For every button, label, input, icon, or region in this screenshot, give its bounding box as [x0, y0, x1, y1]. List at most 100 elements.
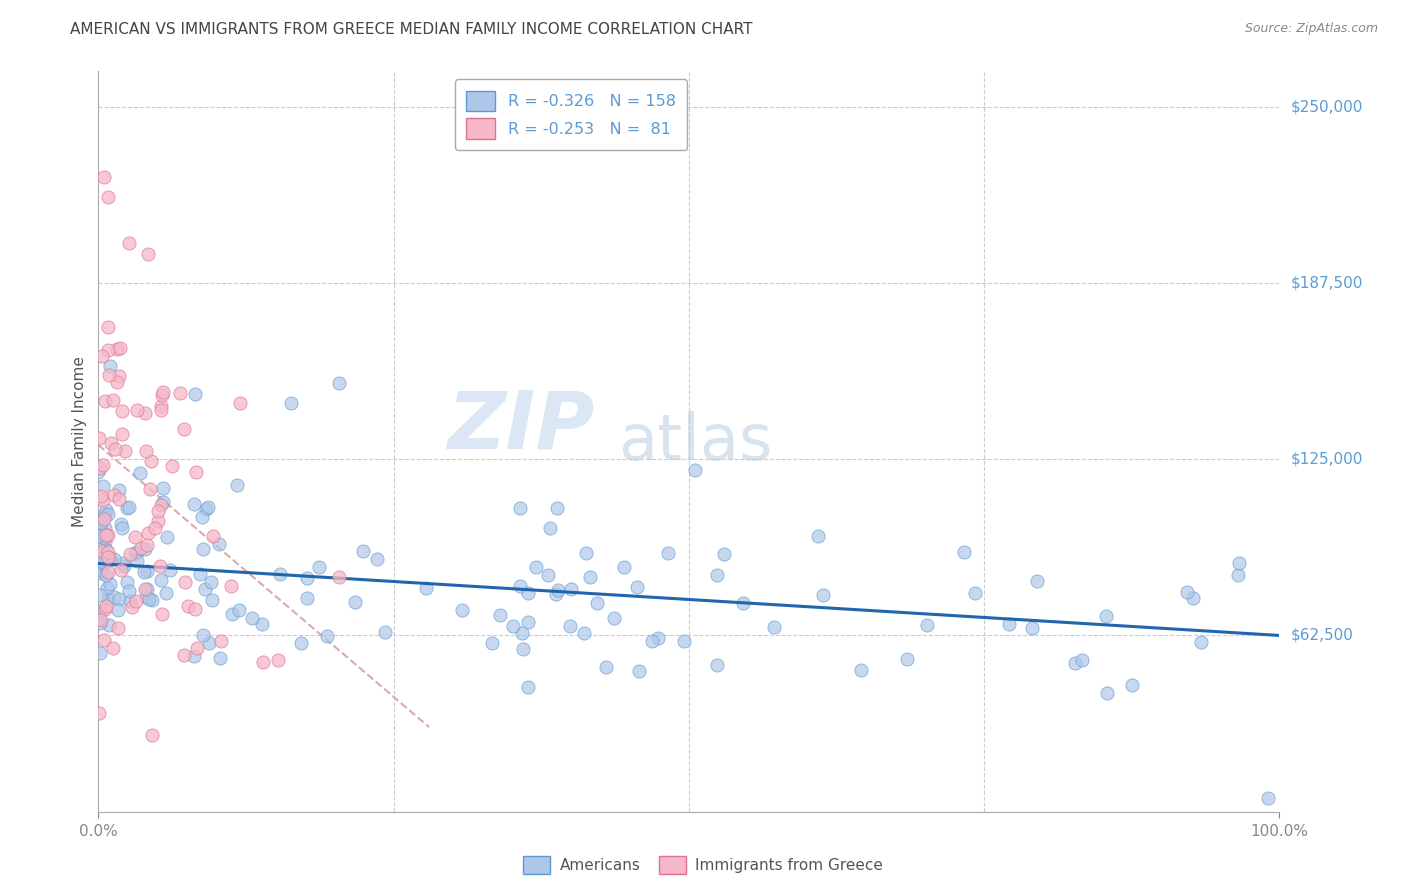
Point	[1095, 686, 1118, 700]
Point	[183, 648, 205, 663]
Point	[152, 481, 174, 495]
Point	[1175, 585, 1198, 599]
Point	[965, 585, 987, 599]
Point	[546, 587, 568, 601]
Point	[117, 501, 139, 516]
Point	[149, 559, 172, 574]
Point	[547, 582, 569, 597]
Point	[89, 556, 111, 570]
Point	[96, 545, 118, 559]
Point	[374, 624, 396, 639]
Text: AMERICAN VS IMMIGRANTS FROM GREECE MEDIAN FAMILY INCOME CORRELATION CHART: AMERICAN VS IMMIGRANTS FROM GREECE MEDIA…	[70, 22, 752, 37]
Point	[111, 404, 134, 418]
Point	[683, 462, 706, 476]
Point	[121, 599, 143, 614]
Point	[118, 547, 141, 561]
Point	[915, 617, 938, 632]
Point	[201, 593, 224, 607]
Point	[129, 467, 152, 481]
Point	[98, 368, 121, 383]
Point	[93, 512, 115, 526]
Point	[160, 458, 183, 473]
Point	[173, 422, 195, 436]
Point	[134, 542, 156, 557]
Point	[97, 550, 120, 565]
Point	[135, 564, 157, 578]
Point	[93, 556, 115, 570]
Text: $187,500: $187,500	[1291, 276, 1362, 291]
Point	[546, 501, 568, 516]
Point	[100, 550, 122, 565]
Point	[194, 582, 217, 596]
Point	[763, 620, 786, 634]
Point	[91, 458, 114, 472]
Point	[108, 369, 131, 384]
Point	[177, 599, 200, 614]
Point	[118, 583, 141, 598]
Point	[94, 599, 117, 613]
Point	[87, 466, 110, 480]
Point	[132, 566, 155, 580]
Point	[481, 635, 503, 649]
Point	[98, 577, 121, 591]
Point	[595, 659, 617, 673]
Point	[657, 546, 679, 560]
Point	[90, 564, 112, 578]
Point	[352, 543, 374, 558]
Point	[150, 607, 173, 621]
Point	[87, 431, 110, 445]
Point	[1227, 557, 1250, 571]
Point	[94, 503, 117, 517]
Point	[308, 560, 330, 574]
Point	[197, 636, 219, 650]
Point	[148, 514, 170, 528]
Point	[627, 664, 650, 678]
Point	[110, 517, 132, 532]
Point	[112, 558, 135, 573]
Point	[125, 545, 148, 559]
Point	[94, 507, 117, 521]
Point	[1121, 678, 1143, 692]
Point	[91, 493, 114, 508]
Point	[96, 542, 118, 557]
Point	[134, 582, 156, 596]
Point	[280, 396, 302, 410]
Point	[96, 582, 118, 596]
Point	[316, 629, 339, 643]
Point	[191, 628, 214, 642]
Point	[626, 580, 648, 594]
Text: $250,000: $250,000	[1291, 99, 1362, 114]
Point	[120, 594, 142, 608]
Point	[107, 483, 129, 498]
Point	[89, 588, 111, 602]
Point	[136, 246, 159, 260]
Point	[135, 582, 157, 596]
Point	[516, 586, 538, 600]
Point	[524, 560, 547, 574]
Point	[450, 603, 472, 617]
Point	[89, 647, 111, 661]
Point	[517, 680, 540, 694]
Point	[579, 570, 602, 584]
Point	[510, 626, 533, 640]
Point	[100, 435, 122, 450]
Point	[585, 596, 607, 610]
Point	[90, 489, 112, 503]
Point	[1182, 591, 1205, 606]
Point	[134, 406, 156, 420]
Point	[517, 615, 540, 629]
Point	[184, 601, 207, 615]
Point	[252, 656, 274, 670]
Legend: R = -0.326   N = 158, R = -0.253   N =  81: R = -0.326 N = 158, R = -0.253 N = 81	[456, 79, 686, 150]
Point	[94, 535, 117, 549]
Point	[575, 546, 598, 560]
Point	[1094, 609, 1116, 624]
Point	[87, 604, 110, 618]
Point	[150, 387, 173, 401]
Text: ZIP: ZIP	[447, 388, 595, 466]
Point	[118, 235, 141, 250]
Point	[191, 510, 214, 524]
Point	[219, 578, 242, 592]
Point	[136, 525, 159, 540]
Point	[209, 634, 232, 648]
